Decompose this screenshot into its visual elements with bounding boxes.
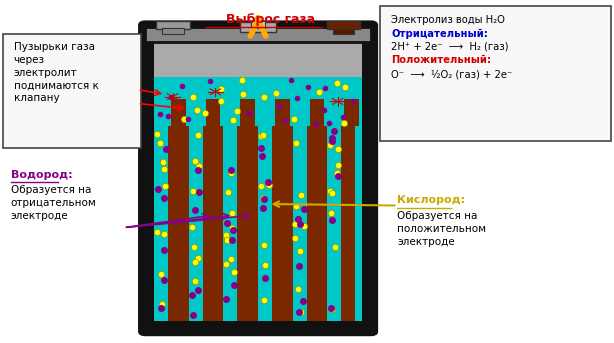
Bar (154, 126, 168, 321)
Bar (223, 126, 238, 321)
Bar (306, 126, 327, 321)
Bar (341, 126, 362, 321)
Bar (327, 21, 360, 29)
Bar (154, 77, 362, 126)
Bar (258, 126, 272, 321)
FancyBboxPatch shape (140, 23, 376, 334)
Bar (203, 126, 223, 321)
Text: Пузырьки газа
через
электролит
поднимаются к
клапану: Пузырьки газа через электролит поднимают… (14, 42, 98, 104)
Bar (251, 21, 265, 28)
Bar (168, 126, 189, 321)
Text: Образуется на
положительном
электроде: Образуется на положительном электроде (397, 211, 486, 247)
Bar (333, 28, 354, 34)
Bar (327, 126, 341, 321)
Bar (239, 22, 276, 32)
FancyBboxPatch shape (380, 7, 612, 141)
Text: Кислород:: Кислород: (397, 195, 465, 205)
Bar (156, 21, 190, 29)
Bar (355, 126, 362, 321)
Bar (154, 42, 362, 321)
Bar (145, 27, 371, 42)
Bar (206, 99, 220, 126)
Bar (272, 126, 293, 321)
FancyBboxPatch shape (3, 34, 141, 148)
Bar (275, 99, 290, 126)
Bar (162, 28, 184, 34)
Bar (344, 99, 359, 126)
Text: O⁻  ⟶  ½O₂ (газ) + 2e⁻: O⁻ ⟶ ½O₂ (газ) + 2e⁻ (391, 69, 513, 80)
Text: Положительный:: Положительный: (391, 55, 491, 65)
Text: 2H⁺ + 2e⁻  ⟶  H₂ (газ): 2H⁺ + 2e⁻ ⟶ H₂ (газ) (391, 42, 509, 51)
Bar (189, 126, 203, 321)
Text: Выброс газа: Выброс газа (226, 13, 315, 26)
Bar (238, 126, 258, 321)
Text: Отрицательный:: Отрицательный: (391, 28, 488, 39)
Text: Электролиз воды H₂O: Электролиз воды H₂O (391, 15, 505, 25)
Text: Водород:: Водород: (10, 170, 72, 180)
Bar (293, 126, 306, 321)
Text: Образуется на
отрицательном
электроде: Образуется на отрицательном электроде (10, 185, 96, 221)
Bar (241, 99, 255, 126)
Bar (309, 99, 324, 126)
Bar (171, 99, 185, 126)
